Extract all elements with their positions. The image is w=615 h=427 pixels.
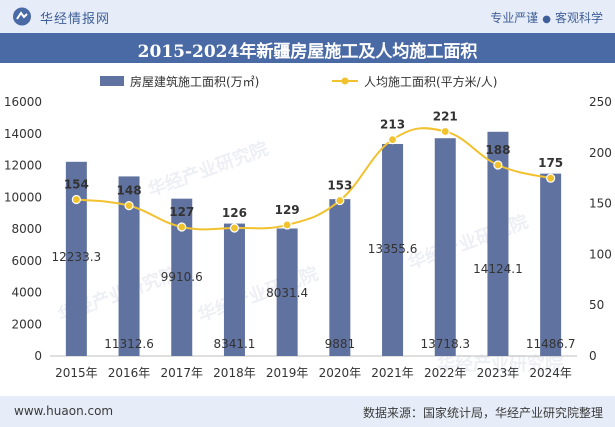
x-tick-label: 2024年 (529, 366, 572, 380)
slogan-separator: ● (542, 14, 551, 25)
bar-data-label: 13718.3 (420, 337, 470, 351)
y-left-tick-label: 14000 (4, 127, 42, 141)
legend-line-label: 人均施工面积(平方米/人) (364, 74, 497, 89)
line-data-label: 148 (117, 184, 142, 198)
line-data-label: 153 (327, 179, 352, 193)
bar-data-label: 8341.1 (213, 337, 255, 351)
y-left-tick-label: 12000 (4, 159, 42, 173)
bar (487, 131, 509, 356)
line-point (440, 126, 450, 137)
y-right-tick-label: 0 (589, 349, 597, 363)
y-right-tick-label: 200 (589, 146, 612, 160)
y-left-tick-label: 6000 (11, 254, 42, 268)
y-left-tick-label: 0 (34, 349, 42, 363)
y-right-tick-label: 50 (589, 298, 604, 312)
y-left-tick-label: 4000 (11, 286, 42, 300)
line-point (124, 201, 134, 211)
brand-logo-icon (13, 7, 31, 26)
bar-data-label: 13355.6 (368, 242, 418, 256)
line-path (76, 127, 551, 231)
line-point (71, 194, 81, 205)
line-point (282, 220, 292, 230)
bar-data-label: 9910.6 (161, 270, 203, 284)
brand-name: 华经情报网 (40, 12, 111, 27)
y-left-tick-label: 10000 (4, 190, 42, 204)
bar (223, 223, 245, 356)
x-tick-label: 2022年 (424, 366, 467, 380)
bar-labels: 12233.3 11312.6 9910.6 8341.1 8031.4 9881 1335… (52, 242, 576, 351)
line-data-label: 221 (433, 109, 458, 123)
legend-line-marker (341, 77, 349, 85)
line-point (177, 222, 187, 232)
y-left-tick-label: 2000 (11, 317, 42, 331)
y-left-tick-label: 8000 (11, 222, 42, 236)
bar (329, 199, 351, 356)
bar-data-label: 8031.4 (266, 286, 308, 300)
line-data-label: 175 (538, 156, 563, 170)
bar-data-label: 9881 (325, 337, 356, 351)
bar (65, 161, 87, 356)
line-point (335, 195, 345, 206)
axes: 0 2000 4000 6000 8000 10000 12000 14000 16000 0 50… (4, 95, 612, 380)
x-tick-label: 2015年 (55, 366, 98, 380)
slogan-left: 专业严谨 (490, 11, 539, 25)
top-bar: 华经情报网 专业严谨 ● 客观科学 (0, 0, 615, 33)
line-labels: 154 148 127 126 129 153 213 221 188 175 (64, 109, 563, 220)
x-tick-label: 2021年 (371, 366, 414, 380)
bar-data-label: 11312.6 (104, 337, 154, 351)
line-point (229, 223, 240, 233)
chart-title: 2015-2024年新疆房屋施工及人均施工面积 (137, 42, 478, 62)
line-point (387, 134, 398, 145)
y-right-tick-label: 150 (589, 197, 612, 211)
watermark-text: 华经产业研究院 (145, 137, 271, 201)
x-tick-label: 2020年 (319, 366, 362, 380)
x-tick-label: 2017年 (160, 366, 203, 380)
line-data-label: 154 (64, 178, 89, 192)
x-tick-label: 2023年 (477, 366, 520, 380)
watermark-text: 华经产业研究院 (437, 353, 563, 375)
bars (65, 131, 562, 356)
line-data-label: 213 (380, 118, 405, 132)
bar-data-label: 14124.1 (473, 262, 523, 276)
line-data-label: 129 (275, 203, 300, 217)
bar (171, 198, 193, 356)
bar (382, 143, 404, 356)
slogan-right: 客观科学 (554, 11, 603, 25)
bar (434, 138, 456, 356)
footer-url: www.huaon.com (14, 404, 114, 418)
bar (276, 228, 298, 356)
line-data-label: 126 (222, 206, 247, 220)
line-point (546, 173, 556, 183)
x-tick-label: 2016年 (108, 366, 151, 380)
slogan: 专业严谨 ● 客观科学 (490, 9, 603, 26)
y-right-tick-label: 250 (589, 95, 612, 109)
bar (118, 176, 140, 356)
data-source: 数据来源：国家统计局，华经产业研究院整理 (362, 406, 603, 420)
bar (540, 173, 562, 356)
line-point (493, 160, 503, 170)
footer: www.huaon.com 数据来源：国家统计局，华经产业研究院整理 (0, 396, 615, 427)
line-series (71, 126, 556, 233)
title-bar: 2015-2024年新疆房屋施工及人均施工面积 (0, 33, 615, 63)
y-left-tick-label: 16000 (4, 95, 42, 109)
bar-data-label: 11486.7 (526, 337, 576, 351)
legend-bar-label: 房屋建筑施工面积(万㎡) (130, 74, 259, 89)
x-tick-label: 2019年 (266, 366, 309, 380)
y-right-tick-label: 100 (589, 247, 612, 261)
x-tick-label: 2018年 (213, 366, 256, 380)
line-data-label: 127 (169, 205, 194, 219)
line-data-label: 188 (485, 143, 510, 157)
bar-data-label: 12233.3 (52, 250, 102, 264)
legend-bar-swatch (100, 76, 124, 86)
legend: 房屋建筑施工面积(万㎡) 人均施工面积(平方米/人) (100, 74, 497, 89)
